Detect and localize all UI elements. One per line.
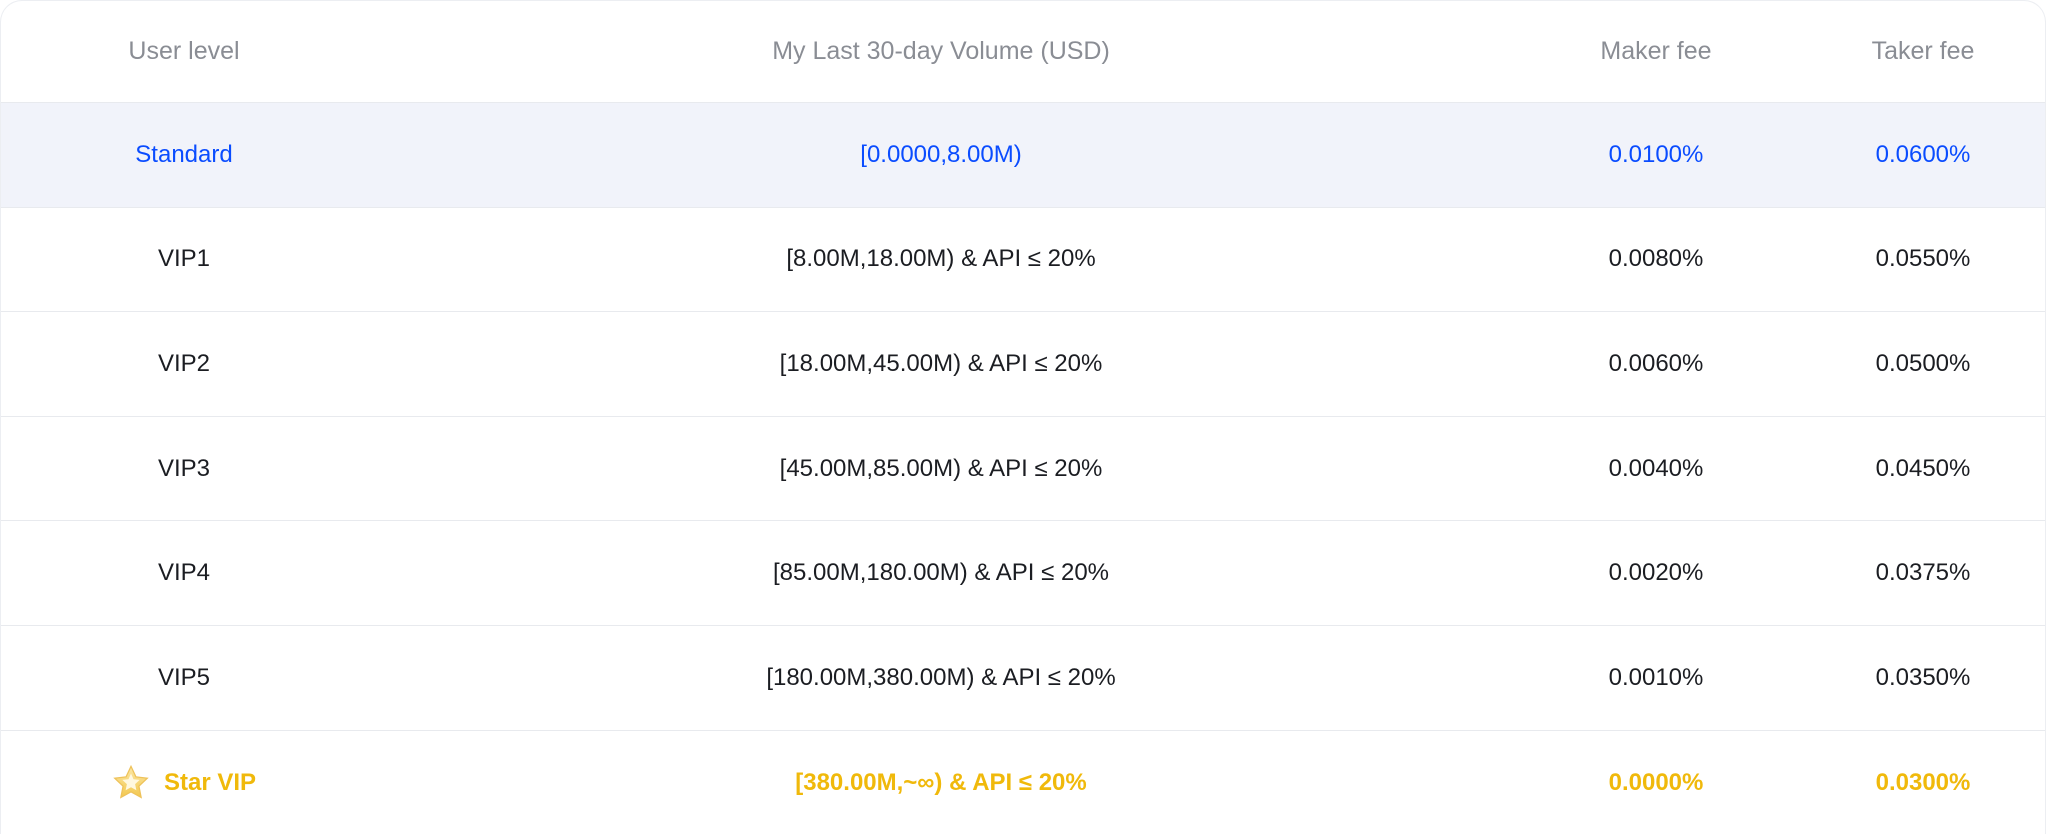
- taker-fee: 0.0375%: [1875, 559, 1971, 587]
- volume-range: [380.00M,~∞) & API ≤ 20%: [795, 768, 1087, 796]
- user-level: VIP2: [157, 349, 211, 377]
- user-level: VIP5: [157, 663, 211, 691]
- taker-fee: 0.0550%: [1875, 245, 1971, 273]
- volume-range: [18.00M,45.00M) & API ≤ 20%: [779, 349, 1103, 377]
- user-level: VIP4: [157, 559, 211, 587]
- table-row-vip1: VIP1 [8.00M,18.00M) & API ≤ 20% 0.0080% …: [1, 208, 2045, 313]
- star-icon: [113, 764, 149, 799]
- user-level: VIP3: [157, 454, 211, 482]
- taker-fee: 0.0500%: [1875, 349, 1971, 377]
- maker-fee: 0.0100%: [1608, 140, 1704, 168]
- taker-fee: 0.0300%: [1875, 768, 1971, 796]
- header-maker-fee: Maker fee: [1600, 37, 1712, 65]
- header-taker-fee: Taker fee: [1871, 37, 1975, 65]
- maker-fee: 0.0010%: [1608, 663, 1704, 691]
- user-level: Star VIP: [163, 768, 257, 796]
- maker-fee: 0.0080%: [1608, 245, 1704, 273]
- header-user-level: User level: [128, 37, 240, 65]
- maker-fee: 0.0040%: [1608, 454, 1704, 482]
- table-row-standard: Standard [0.0000,8.00M) 0.0100% 0.0600%: [1, 103, 2045, 208]
- header-volume: My Last 30-day Volume (USD): [772, 37, 1110, 65]
- volume-range: [85.00M,180.00M) & API ≤ 20%: [772, 559, 1110, 587]
- user-level: Standard: [135, 140, 233, 168]
- maker-fee: 0.0000%: [1608, 768, 1704, 796]
- volume-range: [180.00M,380.00M) & API ≤ 20%: [766, 663, 1116, 691]
- table-row-star-vip: Star VIP [380.00M,~∞) & API ≤ 20% 0.0000…: [1, 731, 2045, 834]
- user-level-cell: Star VIP: [64, 731, 304, 834]
- user-level: VIP1: [157, 245, 211, 273]
- table-row-vip5: VIP5 [180.00M,380.00M) & API ≤ 20% 0.001…: [1, 626, 2045, 731]
- table-row-vip4: VIP4 [85.00M,180.00M) & API ≤ 20% 0.0020…: [1, 521, 2045, 626]
- volume-range: [45.00M,85.00M) & API ≤ 20%: [779, 454, 1103, 482]
- table-row-vip2: VIP2 [18.00M,45.00M) & API ≤ 20% 0.0060%…: [1, 312, 2045, 417]
- volume-range: [8.00M,18.00M) & API ≤ 20%: [786, 245, 1096, 273]
- taker-fee: 0.0450%: [1875, 454, 1971, 482]
- table-row-vip3: VIP3 [45.00M,85.00M) & API ≤ 20% 0.0040%…: [1, 417, 2045, 522]
- maker-fee: 0.0060%: [1608, 349, 1704, 377]
- table-header: User level My Last 30-day Volume (USD) M…: [1, 1, 2045, 103]
- taker-fee: 0.0600%: [1875, 140, 1971, 168]
- volume-range: [0.0000,8.00M): [860, 140, 1022, 168]
- maker-fee: 0.0020%: [1608, 559, 1704, 587]
- taker-fee: 0.0350%: [1875, 663, 1971, 691]
